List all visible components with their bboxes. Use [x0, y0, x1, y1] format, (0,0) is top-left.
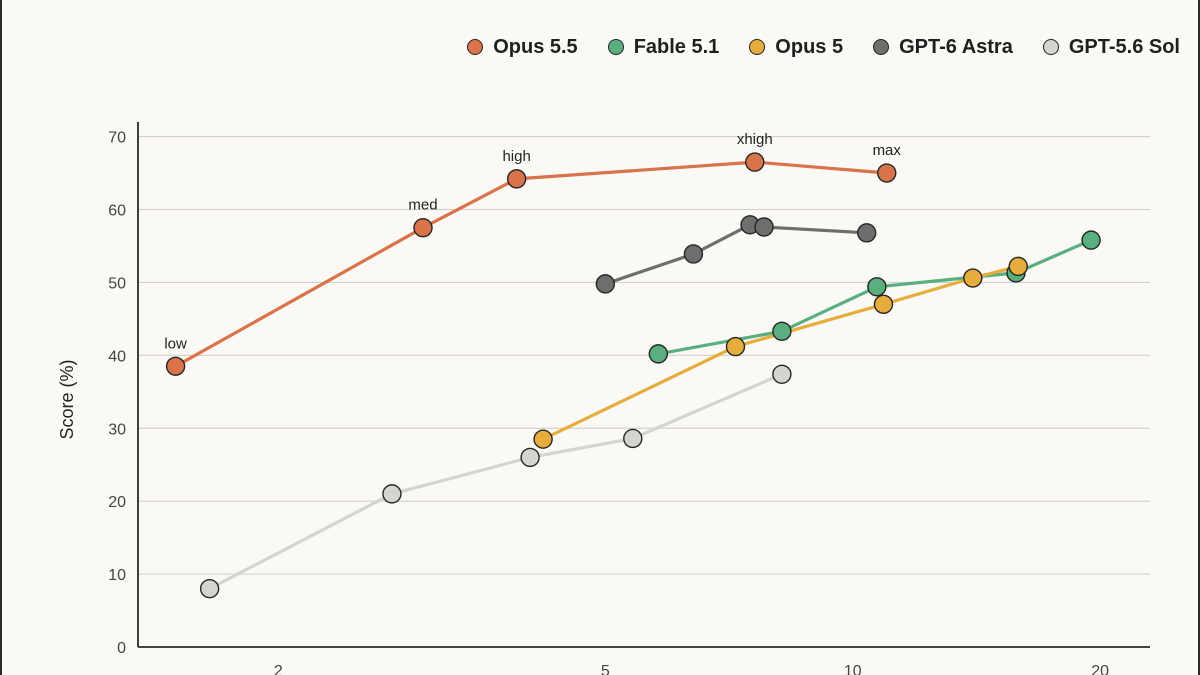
point-label-xhigh: xhigh	[737, 131, 773, 148]
y-tick-label: 20	[108, 494, 126, 511]
point-label-low: low	[164, 335, 187, 352]
data-point-opus-5	[533, 429, 553, 449]
series-line-fable-5-1	[656, 238, 1093, 356]
legend-swatch-fable-5-1	[607, 39, 624, 55]
legend-swatch-gpt-6-astra	[873, 39, 890, 55]
point-label-max: max	[873, 142, 902, 159]
data-point-gpt-6-astra	[754, 217, 774, 237]
data-point-fable-5-1	[772, 321, 792, 341]
point-label-med: med	[408, 197, 437, 214]
legend-item-gpt-5-6-sol: GPT-5.6 Sol	[1042, 35, 1180, 59]
legend-item-opus-5-5: Opus 5.5	[467, 35, 578, 59]
y-tick-label: 0	[117, 640, 126, 657]
point-labels-layer: low med high xhigh max	[164, 131, 901, 352]
x-tick-label: 10	[844, 663, 862, 675]
data-point-opus-5-5	[877, 163, 897, 183]
legend-label-gpt-6-astra: GPT-6 Astra	[899, 35, 1013, 58]
point-label-high: high	[502, 148, 530, 165]
legend-item-opus-5: Opus 5	[749, 36, 843, 59]
data-point-gpt-6-astra	[683, 244, 704, 264]
legend-item-fable-5-1: Fable 5.1	[607, 35, 720, 59]
series-line-opus-5	[541, 264, 1020, 441]
legend-swatch-opus-5-5	[467, 39, 484, 55]
x-tick-label: 5	[601, 663, 610, 675]
legend-label-fable-5-1: Fable 5.1	[633, 35, 720, 58]
chart-legend: Opus 5.5 Fable 5.1 Opus 5 GPT-6 Astra GPT-5.…	[467, 33, 1180, 61]
legend-label-opus-5-5: Opus 5.5	[493, 35, 578, 58]
right-frame-border	[1198, 0, 1200, 675]
x-tick-label: 20	[1091, 663, 1109, 675]
grid-layer	[138, 135, 1150, 575]
y-tick-label: 30	[108, 421, 126, 438]
y-axis-title: Score (%)	[57, 359, 77, 439]
y-tick-label: 10	[108, 567, 126, 584]
x-tick-label: 2	[274, 663, 283, 675]
series-points-layer	[165, 152, 1101, 599]
axes-layer: 0 10 20 30 40 50 60 70 2 5 10 20 Score (%)	[57, 122, 1150, 675]
series-line-gpt-6-astra	[603, 223, 869, 286]
legend-swatch-gpt-5-6-sol	[1042, 39, 1059, 55]
data-point-opus-5-5	[165, 356, 186, 376]
data-point-gpt-5-6-sol	[520, 447, 540, 468]
y-tick-label: 60	[108, 203, 126, 220]
data-point-opus-5-5	[413, 218, 433, 238]
data-point-gpt-6-astra	[595, 274, 616, 294]
series-lines-layer	[174, 160, 1093, 591]
data-point-opus-5-5	[506, 169, 527, 189]
series-line-gpt-5-6-sol	[208, 372, 784, 591]
legend-swatch-opus-5	[749, 39, 766, 55]
data-point-fable-5-1	[648, 344, 668, 364]
left-frame-border	[0, 0, 2, 675]
data-point-opus-5-5	[745, 152, 765, 172]
data-point-opus-5	[725, 336, 746, 357]
legend-item-gpt-6-astra: GPT-6 Astra	[873, 36, 1013, 59]
data-point-fable-5-1	[1081, 230, 1101, 250]
y-tick-label: 50	[108, 275, 126, 292]
data-point-fable-5-1	[867, 277, 887, 297]
data-point-gpt-5-6-sol	[382, 484, 402, 504]
data-point-gpt-5-6-sol	[199, 578, 220, 599]
data-point-opus-5	[873, 294, 894, 314]
data-point-gpt-6-astra	[857, 223, 877, 243]
legend-label-opus-5: Opus 5	[775, 35, 844, 58]
y-tick-label: 40	[108, 348, 126, 365]
legend-label-gpt-5-6-sol: GPT-5.6 Sol	[1068, 35, 1180, 58]
data-point-gpt-5-6-sol	[772, 364, 792, 384]
data-point-gpt-5-6-sol	[623, 428, 643, 449]
data-point-opus-5	[963, 268, 983, 288]
data-point-opus-5	[1008, 256, 1028, 277]
y-tick-label: 70	[108, 130, 126, 147]
